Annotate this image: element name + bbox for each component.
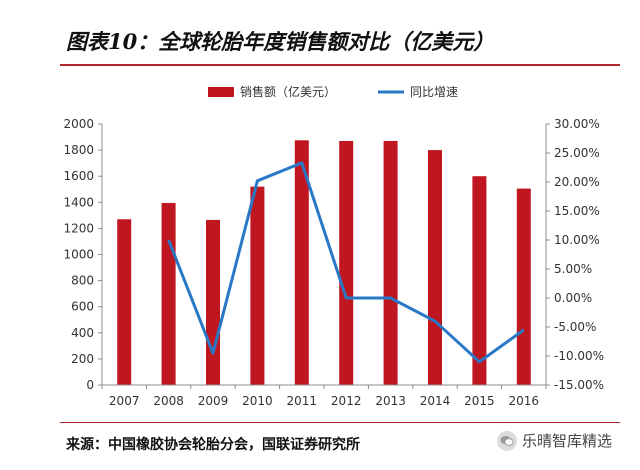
right-tick-label: 15.00% (554, 204, 600, 218)
source-note: 来源：中国橡胶协会轮胎分会，国联证券研究所 (66, 437, 360, 453)
x-tick-label: 2015 (464, 394, 495, 408)
left-axis: 0 200 400 600 800 1000 1200 1400 1600 1800 2000 (63, 117, 103, 392)
legend: 销售额（亿美元） 同比增速 (208, 84, 458, 99)
x-tick-label: 2008 (153, 394, 184, 408)
bar (161, 202, 176, 385)
bar (383, 140, 398, 385)
right-tick-label: 20.00% (554, 175, 600, 189)
right-tick-label: -10.00% (554, 349, 604, 363)
right-tick-label: 0.00% (554, 291, 592, 305)
bar (206, 219, 220, 385)
left-tick-label: 200 (71, 352, 94, 366)
bar (428, 150, 442, 385)
right-tick-label: -15.00% (554, 378, 604, 392)
left-tick-label: 600 (71, 300, 94, 314)
left-tick-label: 800 (71, 274, 94, 288)
right-tick-label: 25.00% (554, 146, 600, 160)
x-tick-label: 2007 (109, 394, 140, 408)
sales-chart: 销售额（亿美元） 同比增速 0 200 400 600 800 1000 1200 1400 16… (63, 84, 604, 408)
x-tick-label: 2009 (198, 394, 229, 408)
legend-bar-label: 销售额（亿美元） (240, 84, 336, 99)
x-tick-label: 2013 (375, 394, 406, 408)
left-tick-label: 1200 (63, 221, 94, 235)
right-tick-label: 5.00% (554, 262, 592, 276)
left-tick-label: 1000 (63, 248, 94, 262)
left-tick-label: 2000 (63, 117, 94, 131)
title-divider (60, 64, 620, 66)
right-tick-label: 10.00% (554, 233, 600, 247)
x-tick-label: 2016 (509, 394, 540, 408)
x-tick-label: 2011 (287, 394, 318, 408)
growth-line (167, 161, 525, 364)
bar (516, 188, 531, 385)
left-tick-label: 0 (86, 378, 94, 392)
left-tick-label: 1800 (63, 143, 94, 157)
footer-divider (60, 422, 620, 423)
header: 图表10：全球轮胎年度销售额对比（亿美元） (0, 0, 640, 66)
watermark-text: 乐晴智库精选 (522, 432, 613, 450)
right-tick-label: -5.00% (554, 320, 596, 334)
bar (339, 140, 354, 385)
bar (117, 219, 132, 385)
right-tick-label: 30.00% (554, 117, 600, 131)
bar (472, 176, 487, 385)
left-tick-label: 1400 (63, 195, 94, 209)
left-tick-label: 1600 (63, 169, 94, 183)
bar-series (117, 140, 531, 385)
x-tick-label: 2010 (242, 394, 273, 408)
bar (294, 140, 309, 385)
right-axis: -15.00% -10.00% -5.00% 0.00% 5.00% 10.00% 15.0… (545, 117, 604, 392)
line-series (167, 161, 525, 364)
left-tick-label: 400 (71, 326, 94, 340)
bar (250, 186, 265, 385)
x-tick-label: 2014 (420, 394, 451, 408)
wechat-icon (497, 430, 517, 451)
legend-line-label: 同比增速 (410, 85, 458, 99)
watermark: 乐晴智库精选 (497, 430, 612, 451)
x-tick-label: 2012 (331, 394, 362, 408)
chart-title: 图表10：全球轮胎年度销售额对比（亿美元） (66, 29, 495, 54)
x-axis: 2007 2008 2009 2010 2011 2012 2013 2014 2015 2016 (101, 384, 547, 408)
legend-bar-swatch (208, 87, 234, 97)
